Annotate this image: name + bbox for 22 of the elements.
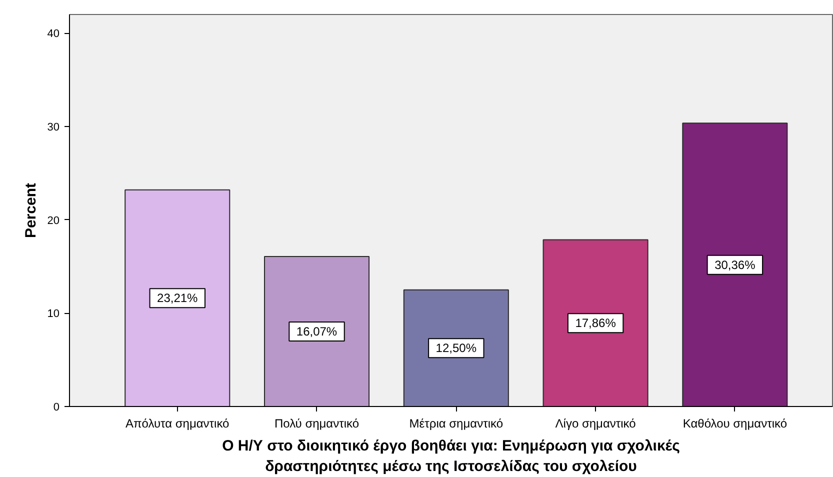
y-tick-label: 20 (47, 214, 60, 227)
data-label: 16,07% (296, 324, 338, 339)
data-label: 12,50% (436, 341, 477, 356)
x-tick-label: Καθόλου σημαντικό (682, 416, 788, 430)
y-tick-label: 0 (53, 402, 60, 414)
bar (403, 289, 509, 406)
bar (124, 189, 230, 406)
x-tick-label: Μέτρια σημαντικό (409, 416, 504, 430)
y-tick-label: 30 (47, 122, 60, 134)
data-label: 23,21% (157, 291, 198, 306)
bar (682, 122, 788, 406)
y-tick-label: 40 (47, 28, 60, 40)
x-axis-title: Ο Η/Υ στο διοικητικό έργο βοηθάει για: Ενημέρωση για σχολικές δραστηριότητες μέσω της Ιστοσελίδας του σχολείου (222, 438, 680, 475)
data-label: 17,86% (575, 316, 616, 330)
data-label: 30,36% (714, 258, 756, 272)
x-tick-label: Πολύ σημαντικό (274, 416, 360, 430)
x-tick-label: Λίγο σημαντικό (555, 416, 636, 430)
y-axis-title: Percent (22, 182, 40, 238)
bar (264, 256, 370, 406)
y-tick-label: 10 (47, 308, 60, 320)
bar (542, 239, 648, 406)
x-tick-label: Απόλυτα σημαντικό (126, 416, 230, 430)
